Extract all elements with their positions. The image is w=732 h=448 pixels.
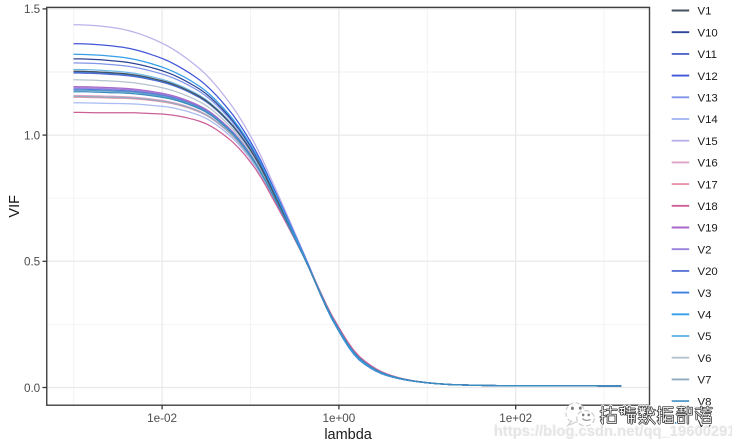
svg-text:V11: V11 (698, 49, 717, 61)
svg-text:V18: V18 (698, 201, 718, 213)
svg-text:1e-02: 1e-02 (147, 412, 177, 425)
svg-text:0.0: 0.0 (24, 382, 41, 395)
svg-text:1.5: 1.5 (24, 3, 41, 16)
svg-text:1e+02: 1e+02 (499, 412, 532, 425)
svg-text:V14: V14 (698, 114, 718, 126)
svg-text:1e+00: 1e+00 (322, 412, 355, 425)
svg-text:V13: V13 (698, 93, 718, 105)
svg-text:V15: V15 (698, 136, 718, 148)
svg-text:V3: V3 (698, 288, 712, 300)
svg-text:VIF: VIF (7, 195, 23, 218)
svg-text:https://blog.csdn.net/qq_19600: https://blog.csdn.net/qq_19600291 (494, 424, 732, 440)
svg-text:V19: V19 (698, 223, 718, 235)
svg-text:V7: V7 (698, 375, 712, 387)
svg-text:V20: V20 (698, 266, 718, 278)
svg-text:V2: V2 (698, 244, 712, 256)
svg-text:V4: V4 (698, 310, 712, 322)
svg-text:0.5: 0.5 (24, 256, 41, 269)
svg-text:V16: V16 (698, 158, 718, 170)
svg-text:V12: V12 (698, 71, 718, 83)
svg-text:V17: V17 (698, 179, 718, 191)
svg-text:lambda: lambda (324, 427, 372, 443)
svg-text:V5: V5 (698, 331, 712, 343)
svg-text:V6: V6 (698, 353, 712, 365)
svg-text:V1: V1 (698, 6, 712, 18)
svg-text:1.0: 1.0 (24, 129, 41, 142)
svg-text:V10: V10 (698, 27, 718, 39)
